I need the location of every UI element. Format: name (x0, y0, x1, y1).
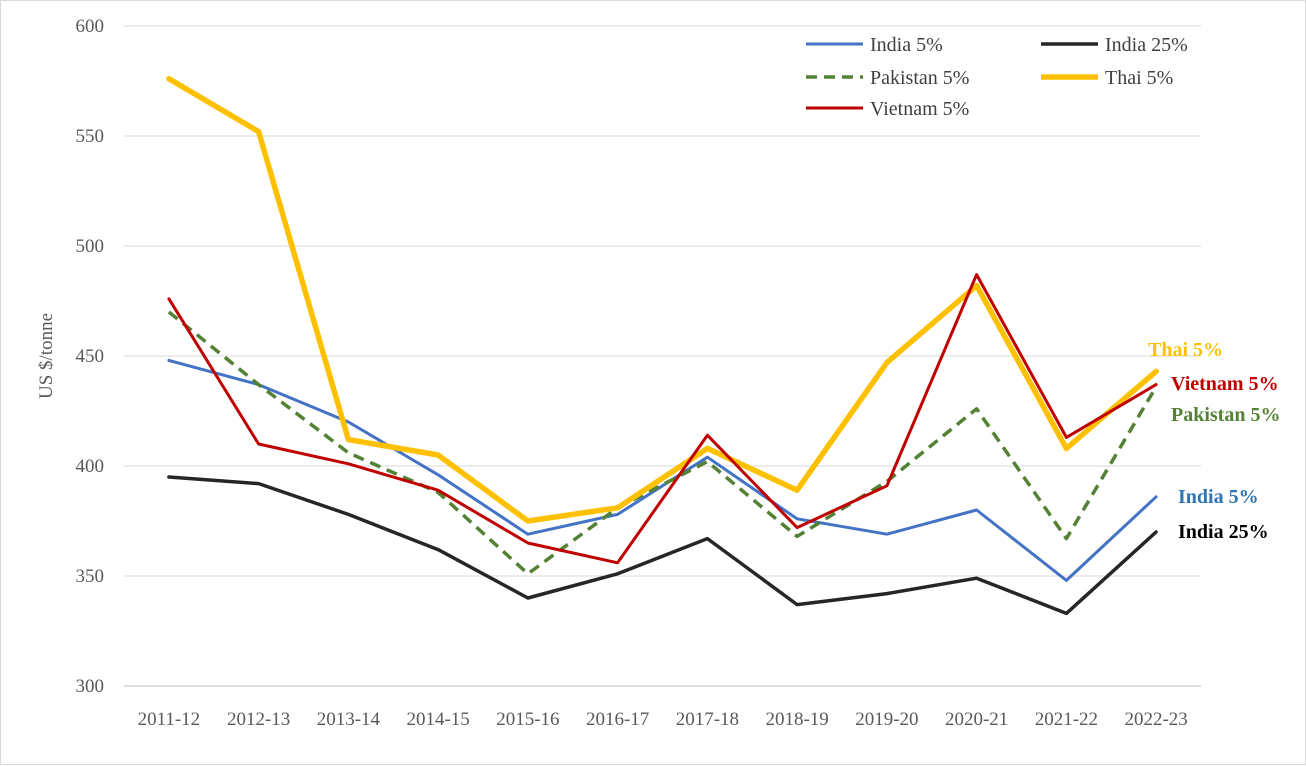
x-tick-label: 2018-19 (765, 709, 828, 730)
y-tick-label: 300 (76, 676, 105, 697)
series-line-vietnam-5 (167, 273, 1158, 565)
legend-label: India 5% (870, 34, 943, 56)
x-tick-label: 2020-21 (945, 709, 1008, 730)
x-tick-label: 2022-23 (1124, 709, 1187, 730)
y-tick-label: 500 (76, 236, 105, 257)
series-line-india-5 (167, 358, 1158, 582)
x-tick-label: 2011-12 (138, 709, 201, 730)
x-tick-label: 2015-16 (496, 709, 559, 730)
legend-label: Thai 5% (1105, 67, 1173, 89)
y-tick-label: 350 (76, 566, 105, 587)
x-tick-label: 2014-15 (406, 709, 469, 730)
series-end-label: India 25% (1178, 521, 1269, 543)
y-tick-label: 550 (76, 126, 105, 147)
series-end-label: Vietnam 5% (1171, 373, 1279, 395)
y-tick-label: 400 (76, 456, 105, 477)
x-tick-label: 2012-13 (227, 709, 290, 730)
legend-label: Pakistan 5% (870, 67, 969, 89)
y-axis-title: US $/tonne (36, 313, 57, 399)
x-tick-label: 2021-22 (1035, 709, 1098, 730)
y-tick-label: 450 (76, 346, 105, 367)
x-tick-label: 2017-18 (676, 709, 739, 730)
legend-label: Vietnam 5% (870, 98, 969, 120)
x-tick-label: 2013-14 (317, 709, 381, 730)
series-end-label: Pakistan 5% (1171, 404, 1280, 426)
legend-label: India 25% (1105, 34, 1188, 56)
series-end-label: Thai 5% (1148, 339, 1223, 361)
x-tick-label: 2016-17 (586, 709, 649, 730)
series-end-label: India 5% (1178, 486, 1259, 508)
x-tick-label: 2019-20 (855, 709, 918, 730)
series-line-india-25 (167, 475, 1158, 616)
y-tick-label: 600 (76, 16, 105, 37)
series-line-thai-5 (166, 76, 1159, 524)
